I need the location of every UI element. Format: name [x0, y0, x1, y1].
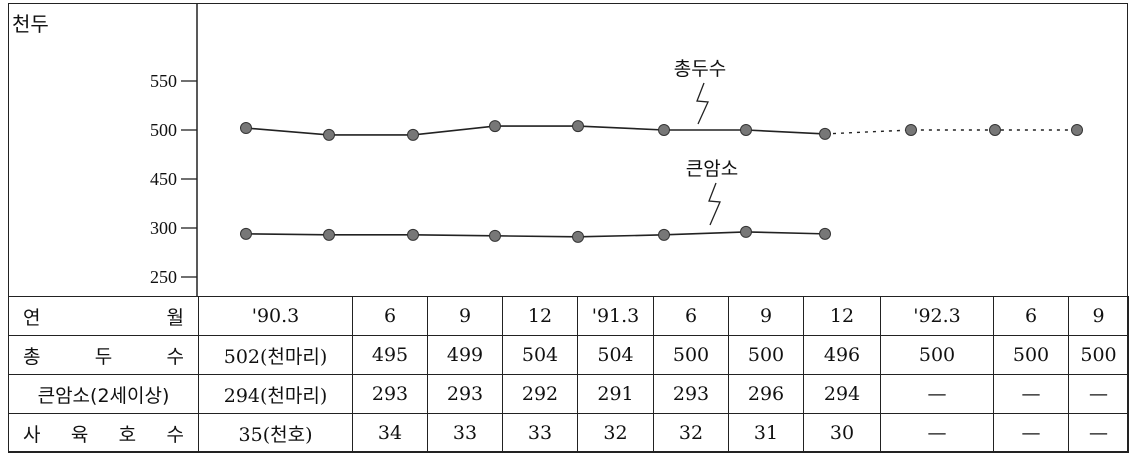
data-point [323, 128, 335, 141]
data-point [819, 127, 831, 140]
table-row: 큰암소(2세이상) 294(천마리) 293 293 292 291 293 296 294— —… [8, 374, 1129, 414]
row-header: 총 두 수 [8, 335, 199, 375]
table-cell: — [993, 374, 1069, 414]
table-cell: — [880, 413, 994, 453]
data-table: 연 월 '90.3 6 9 12'91.3 6 9 12'92.3 6 9 총 두 수 502(천마리… [8, 296, 1129, 453]
series-line-dashed [824, 129, 1077, 135]
table-cell: 12 [502, 296, 578, 336]
table-cell: 34 [352, 413, 428, 453]
table-cell: 292 [502, 374, 578, 414]
data-point [989, 124, 1001, 136]
y-tick-label: 250 [150, 267, 177, 287]
data-point [658, 228, 670, 241]
data-point [572, 230, 584, 243]
data-point [240, 227, 252, 240]
table-cell: 500 [880, 335, 994, 375]
data-point [1071, 124, 1083, 136]
table-row: 연 월 '90.3 6 9 12'91.3 6 9 12'92.3 6 9 [8, 296, 1129, 336]
series-label: 큰암소 [686, 158, 738, 180]
y-tick-label: 450 [150, 169, 177, 189]
table-cell: 296 [728, 374, 804, 414]
table-cell: 293 [352, 374, 428, 414]
table-cell: 500 [1068, 335, 1129, 375]
table-row: 사 육 호 수 35(천호) 34 33 33 32 32 31 30— — — [8, 413, 1129, 453]
table-cell: 32 [577, 413, 654, 453]
table-cell: 500 [728, 335, 804, 375]
series-label: 총두수 [674, 58, 726, 80]
data-point [489, 120, 501, 133]
data-point [407, 228, 419, 241]
table-cell: 504 [577, 335, 654, 375]
y-tick-label: 550 [150, 71, 177, 91]
table-cell: — [1068, 413, 1129, 453]
data-point [323, 228, 335, 241]
table-cell: — [880, 374, 994, 414]
y-tick-label: 500 [150, 120, 177, 140]
table-cell: 30 [803, 413, 881, 453]
data-point [572, 120, 584, 133]
table-cell: — [993, 413, 1069, 453]
row-header: 큰암소(2세이상) [8, 374, 199, 414]
data-point [740, 225, 752, 238]
y-tick-label: 300 [150, 218, 177, 238]
table-cell: 31 [728, 413, 804, 453]
label-pointer [696, 82, 709, 125]
y-unit-label: 천두 [12, 12, 49, 36]
table-cell: 6 [352, 296, 428, 336]
table-cell: 6 [993, 296, 1069, 336]
table-cell: 9 [427, 296, 503, 336]
table-cell: 504 [502, 335, 578, 375]
data-point [658, 124, 670, 136]
table-cell: — [1068, 374, 1129, 414]
table-cell: 33 [427, 413, 503, 453]
data-point [819, 227, 831, 240]
table-cell: '91.3 [577, 296, 654, 336]
data-point [905, 124, 917, 136]
table-cell: 496 [803, 335, 881, 375]
table-cell: '92.3 [880, 296, 994, 336]
series-line [245, 125, 826, 136]
row-header: 사 육 호 수 [8, 413, 199, 453]
table-cell: 33 [502, 413, 578, 453]
table-row: 총 두 수 502(천마리) 495 499 504 504 500 500 496 500 500… [8, 335, 1129, 375]
table-cell: 35(천호) [198, 413, 353, 453]
table-cell: 9 [728, 296, 804, 336]
table-cell: 499 [427, 335, 503, 375]
table-cell: 32 [653, 413, 729, 453]
table-cell: 12 [803, 296, 881, 336]
table-cell: 293 [653, 374, 729, 414]
table-cell: 500 [653, 335, 729, 375]
row-header: 연 월 [8, 296, 199, 336]
table-cell: 291 [577, 374, 654, 414]
table-cell: '90.3 [198, 296, 353, 336]
table-cell: 294(천마리) [198, 374, 353, 414]
series-line [245, 231, 826, 238]
table-cell: 495 [352, 335, 428, 375]
table-cell: 500 [993, 335, 1069, 375]
data-point [407, 128, 419, 141]
table-cell: 9 [1068, 296, 1129, 336]
table-cell: 502(천마리) [198, 335, 353, 375]
data-point [240, 122, 252, 135]
data-point [740, 124, 752, 136]
table-cell: 293 [427, 374, 503, 414]
table-cell: 6 [653, 296, 729, 336]
table-cell: 294 [803, 374, 881, 414]
data-point [489, 229, 501, 242]
label-pointer [708, 182, 721, 226]
